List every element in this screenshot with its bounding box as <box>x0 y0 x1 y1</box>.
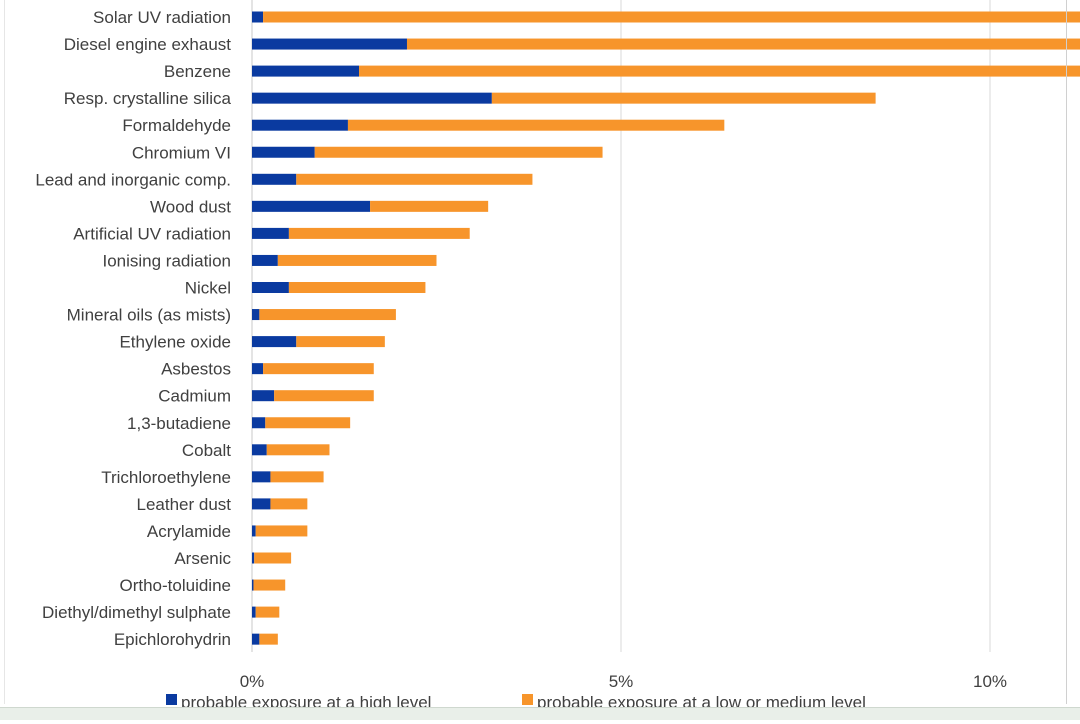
category-label: Leather dust <box>136 495 231 514</box>
category-label: Artificial UV radiation <box>73 224 231 243</box>
bar-low-medium-12 <box>296 336 385 348</box>
bar-high-8 <box>252 227 289 239</box>
category-label: Epichlorohydrin <box>114 630 231 649</box>
category-label: Asbestos <box>161 360 231 379</box>
category-label: Ortho-toluidine <box>119 576 231 595</box>
taskbar-strip <box>0 707 1080 720</box>
category-label: Lead and inorganic comp. <box>35 170 231 189</box>
category-label: Formaldehyde <box>122 116 231 135</box>
bar-high-19 <box>252 525 256 537</box>
bar-low-medium-5 <box>314 146 603 158</box>
bar-low-medium-16 <box>266 444 330 456</box>
x-tick-label: 0% <box>240 672 265 691</box>
bar-high-4 <box>252 119 348 131</box>
x-tick-label: 10% <box>973 672 1007 691</box>
bar-low-medium-18 <box>270 498 308 510</box>
category-labels: Solar UV radiation Diesel engine exhaust B… <box>35 8 231 649</box>
bar-high-12 <box>252 336 297 348</box>
bar-high-14 <box>252 390 275 402</box>
bar-high-22 <box>252 606 256 618</box>
bar-low-medium-17 <box>270 471 324 483</box>
category-label: Chromium VI <box>132 143 231 162</box>
bar-high-13 <box>252 363 264 375</box>
category-label: Cobalt <box>182 441 231 460</box>
bar-high-18 <box>252 498 271 510</box>
bar-low-medium-8 <box>288 227 470 239</box>
bar-low-medium-20 <box>254 552 292 564</box>
bar-low-medium-2 <box>359 65 1080 77</box>
bar-low-medium-19 <box>255 525 308 537</box>
bar-low-medium-7 <box>370 200 489 212</box>
bar-high-9 <box>252 254 278 266</box>
bar-high-21 <box>252 579 254 591</box>
bar-high-11 <box>252 309 260 321</box>
category-label: Wood dust <box>150 197 231 216</box>
bar-low-medium-23 <box>259 633 278 645</box>
bar-low-medium-22 <box>255 606 280 618</box>
bar-low-medium-4 <box>347 119 725 131</box>
bar-high-0 <box>252 11 264 23</box>
bar-low-medium-1 <box>406 38 1080 50</box>
bar-high-17 <box>252 471 271 483</box>
bar-low-medium-9 <box>277 254 437 266</box>
category-label: Cadmium <box>158 387 231 406</box>
category-label: Diethyl/dimethyl sulphate <box>42 603 231 622</box>
bar-high-23 <box>252 633 260 645</box>
category-label: Mineral oils (as mists) <box>67 306 231 325</box>
category-label: Benzene <box>164 62 231 81</box>
legend-swatch-low-medium <box>522 694 533 705</box>
gridlines <box>251 0 991 652</box>
bar-high-6 <box>252 173 297 185</box>
bar-low-medium-0 <box>263 11 1080 23</box>
category-label: Trichloroethylene <box>101 468 231 487</box>
legend-swatch-high <box>166 694 177 705</box>
bar-low-medium-3 <box>491 92 876 104</box>
bar-high-16 <box>252 444 267 456</box>
bar-low-medium-14 <box>274 390 374 402</box>
x-axis-tick-labels: 0%5%10%15%20% <box>240 672 1007 691</box>
frame-right-border <box>1066 0 1067 704</box>
bar-low-medium-10 <box>288 282 426 293</box>
category-label: Arsenic <box>174 549 231 568</box>
category-label: Nickel <box>185 279 231 298</box>
bars <box>252 11 1080 645</box>
bar-low-medium-13 <box>263 363 374 375</box>
category-label: Solar UV radiation <box>93 8 231 27</box>
bar-low-medium-11 <box>259 309 396 321</box>
bar-high-20 <box>252 552 255 564</box>
category-label: Diesel engine exhaust <box>64 35 232 54</box>
category-label: Ionising radiation <box>102 251 231 270</box>
category-label: Resp. crystalline silica <box>64 89 232 108</box>
bar-low-medium-6 <box>296 173 533 185</box>
frame-left-border <box>4 0 5 704</box>
x-tick-label: 5% <box>609 672 634 691</box>
category-label: Acrylamide <box>147 522 231 541</box>
bar-high-5 <box>252 146 315 158</box>
bar-high-2 <box>252 65 360 77</box>
category-label: Ethylene oxide <box>119 333 231 352</box>
bar-high-10 <box>252 282 289 293</box>
bar-high-3 <box>252 92 492 104</box>
bar-high-1 <box>252 38 407 50</box>
bar-low-medium-21 <box>253 579 286 591</box>
bar-low-medium-15 <box>265 417 351 429</box>
bar-high-15 <box>252 417 266 429</box>
bar-high-7 <box>252 200 371 212</box>
category-label: 1,3-butadiene <box>127 414 231 433</box>
